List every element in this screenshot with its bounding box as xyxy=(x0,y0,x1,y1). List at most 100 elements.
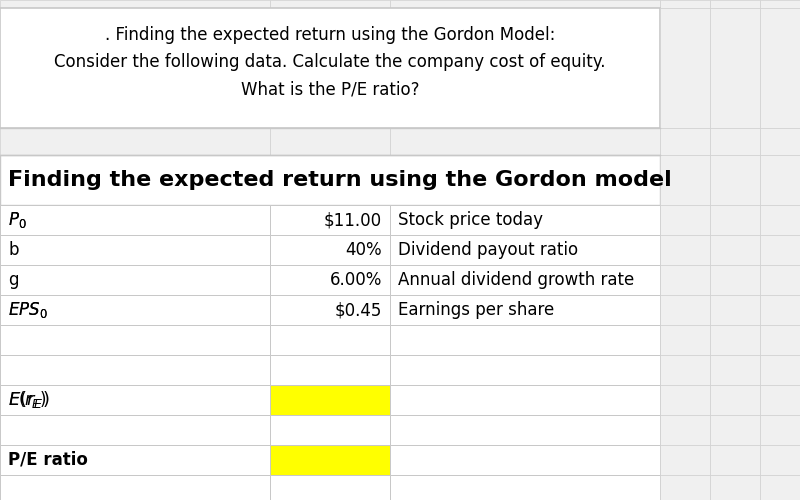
Text: $11.00: $11.00 xyxy=(324,211,382,229)
Bar xyxy=(760,8,800,128)
Bar xyxy=(710,415,760,445)
Bar xyxy=(660,445,710,475)
Bar xyxy=(270,415,390,445)
Text: g: g xyxy=(8,271,18,289)
Bar xyxy=(710,475,760,500)
Bar xyxy=(660,0,710,8)
Bar xyxy=(760,205,800,235)
Bar xyxy=(760,265,800,295)
Text: $E(r_E)$: $E(r_E)$ xyxy=(8,390,50,410)
Bar xyxy=(760,0,800,8)
Bar xyxy=(760,128,800,155)
Bar xyxy=(710,265,760,295)
Text: b: b xyxy=(8,241,18,259)
Text: Consider the following data. Calculate the company cost of equity.: Consider the following data. Calculate t… xyxy=(54,53,606,71)
Bar xyxy=(660,295,710,325)
Bar xyxy=(0,295,270,325)
Bar xyxy=(710,355,760,385)
Bar xyxy=(270,0,390,8)
Bar xyxy=(660,155,710,205)
Bar xyxy=(0,8,660,128)
Bar xyxy=(0,295,270,325)
Text: $E(r_E)$: $E(r_E)$ xyxy=(8,390,46,410)
Bar xyxy=(0,325,270,355)
Bar xyxy=(390,475,660,500)
Bar xyxy=(390,128,660,155)
Bar xyxy=(390,265,660,295)
Bar xyxy=(0,128,270,155)
Bar xyxy=(710,128,760,155)
Bar xyxy=(270,385,390,415)
Bar xyxy=(0,0,270,8)
Bar xyxy=(710,385,760,415)
Text: Dividend payout ratio: Dividend payout ratio xyxy=(398,241,578,259)
Bar xyxy=(0,415,270,445)
Bar xyxy=(270,295,390,325)
Bar xyxy=(270,265,390,295)
Text: $0.45: $0.45 xyxy=(334,301,382,319)
Bar xyxy=(710,155,760,205)
Bar xyxy=(0,155,660,205)
Bar xyxy=(710,325,760,355)
Bar xyxy=(0,355,270,385)
Bar xyxy=(660,415,710,445)
Bar xyxy=(660,128,710,155)
Text: Annual dividend growth rate: Annual dividend growth rate xyxy=(398,271,634,289)
Bar xyxy=(760,295,800,325)
Bar xyxy=(270,128,390,155)
Bar xyxy=(0,475,270,500)
Bar xyxy=(270,325,390,355)
Bar xyxy=(390,415,660,445)
Bar xyxy=(760,325,800,355)
Text: $EPS_0$: $EPS_0$ xyxy=(8,300,48,320)
Bar xyxy=(660,385,710,415)
Bar xyxy=(390,325,660,355)
Bar xyxy=(270,355,390,385)
Bar xyxy=(710,0,760,8)
Bar xyxy=(390,235,660,265)
Bar xyxy=(710,8,760,128)
Bar xyxy=(0,445,270,475)
Bar xyxy=(390,295,660,325)
Text: What is the P/E ratio?: What is the P/E ratio? xyxy=(241,80,419,98)
Bar xyxy=(0,235,270,265)
Text: P/E ratio: P/E ratio xyxy=(8,451,88,469)
Bar xyxy=(390,0,660,8)
Text: $P_0$: $P_0$ xyxy=(8,210,26,230)
Bar xyxy=(660,205,710,235)
Bar xyxy=(0,205,270,235)
Bar xyxy=(760,155,800,205)
Bar xyxy=(760,445,800,475)
Bar xyxy=(760,235,800,265)
Bar xyxy=(390,355,660,385)
Bar xyxy=(270,445,390,475)
Bar xyxy=(760,415,800,445)
Text: Finding the expected return using the Gordon model: Finding the expected return using the Go… xyxy=(8,170,672,190)
Bar xyxy=(760,385,800,415)
Bar xyxy=(660,355,710,385)
Bar xyxy=(710,235,760,265)
Bar xyxy=(390,385,660,415)
Bar xyxy=(760,355,800,385)
Text: $EPS_0$: $EPS_0$ xyxy=(8,300,48,320)
Bar xyxy=(0,265,270,295)
Bar xyxy=(270,475,390,500)
Bar xyxy=(710,295,760,325)
Bar xyxy=(0,205,270,235)
Bar xyxy=(660,235,710,265)
Text: . Finding the expected return using the Gordon Model:: . Finding the expected return using the … xyxy=(105,26,555,44)
Bar xyxy=(710,205,760,235)
Text: 40%: 40% xyxy=(346,241,382,259)
Bar xyxy=(0,385,270,415)
Bar xyxy=(660,8,710,128)
Bar xyxy=(270,205,390,235)
Bar xyxy=(660,265,710,295)
Bar xyxy=(0,385,270,415)
Bar xyxy=(760,475,800,500)
Bar xyxy=(660,475,710,500)
Bar xyxy=(270,235,390,265)
Bar xyxy=(710,445,760,475)
Bar xyxy=(660,325,710,355)
Bar xyxy=(390,205,660,235)
Text: Earnings per share: Earnings per share xyxy=(398,301,554,319)
